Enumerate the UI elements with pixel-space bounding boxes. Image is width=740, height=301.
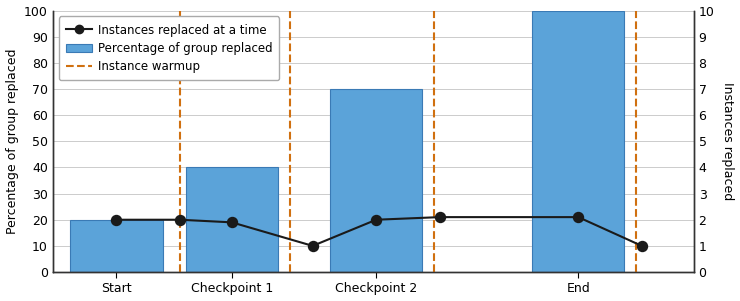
Legend: Instances replaced at a time, Percentage of group replaced, Instance warmup: Instances replaced at a time, Percentage… bbox=[58, 17, 280, 80]
Y-axis label: Percentage of group replaced: Percentage of group replaced bbox=[6, 48, 18, 234]
Bar bbox=[186, 167, 278, 272]
Y-axis label: Instances replaced: Instances replaced bbox=[722, 82, 734, 200]
Bar bbox=[532, 11, 625, 272]
Bar bbox=[70, 220, 163, 272]
Bar bbox=[330, 89, 423, 272]
